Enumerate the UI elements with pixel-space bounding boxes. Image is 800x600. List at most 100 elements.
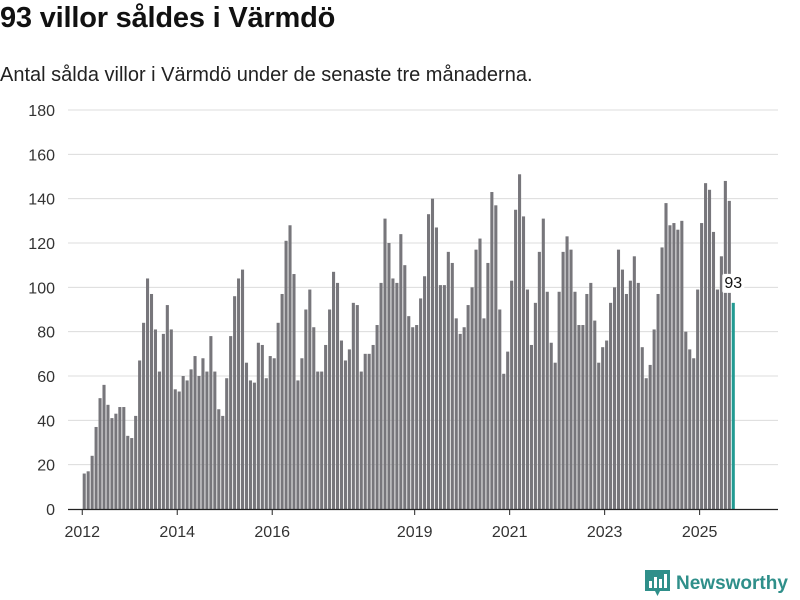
bar xyxy=(126,435,130,509)
bar xyxy=(122,407,126,509)
bar xyxy=(557,291,561,509)
bar xyxy=(233,296,237,509)
data-label-bg xyxy=(722,273,745,293)
bar xyxy=(114,413,118,509)
bar xyxy=(335,282,340,509)
bar xyxy=(569,249,573,509)
bar xyxy=(648,364,652,509)
bar xyxy=(221,415,225,509)
x-tick-label: 2014 xyxy=(159,524,195,541)
x-tick-label: 2019 xyxy=(397,524,433,541)
bar xyxy=(715,289,719,509)
brand-name: Newsworthy xyxy=(676,572,788,594)
bar xyxy=(82,473,86,509)
bar xyxy=(541,218,545,509)
bar xyxy=(252,382,256,509)
bar xyxy=(640,347,644,509)
bar xyxy=(343,360,347,509)
bar xyxy=(86,471,90,509)
bar xyxy=(533,302,537,509)
bar xyxy=(130,438,134,509)
bar xyxy=(490,192,494,509)
bar xyxy=(193,356,197,509)
bar xyxy=(537,251,541,509)
bar xyxy=(110,418,114,509)
y-tick-label: 40 xyxy=(37,413,55,430)
bar xyxy=(711,231,716,509)
y-tick-label: 0 xyxy=(46,502,55,519)
bar xyxy=(498,309,502,509)
bar xyxy=(624,293,628,509)
bar xyxy=(450,262,454,509)
bar xyxy=(458,333,462,509)
bar-latest xyxy=(731,302,735,509)
bar xyxy=(672,223,676,510)
bar xyxy=(240,269,245,509)
bar xyxy=(616,249,621,509)
bar xyxy=(300,358,304,509)
bar xyxy=(355,305,359,509)
bar xyxy=(146,278,150,509)
bar xyxy=(161,333,165,509)
bar xyxy=(142,322,146,509)
bar xyxy=(486,262,490,509)
bar xyxy=(549,342,553,509)
bar xyxy=(383,218,387,509)
bar xyxy=(613,287,617,509)
bar xyxy=(688,349,692,509)
bar xyxy=(700,223,704,510)
bar xyxy=(217,409,221,509)
bar xyxy=(118,407,122,509)
bar xyxy=(644,378,648,509)
bar xyxy=(581,325,585,509)
bar xyxy=(407,316,411,509)
bar xyxy=(446,251,450,509)
bar xyxy=(593,320,597,509)
y-tick-label: 20 xyxy=(37,458,55,475)
chart-subtitle: Antal sålda villor i Värmdö under de sen… xyxy=(0,64,533,86)
bar xyxy=(419,298,423,509)
bar-series xyxy=(82,174,735,510)
bar xyxy=(351,302,355,509)
bar xyxy=(652,329,656,509)
bar xyxy=(339,340,344,509)
bar xyxy=(565,236,569,509)
bar xyxy=(656,293,660,509)
bar xyxy=(506,351,510,509)
bar xyxy=(177,391,181,509)
bar xyxy=(320,371,324,509)
bar xyxy=(292,274,296,509)
bar xyxy=(185,380,189,509)
bar xyxy=(470,287,474,509)
bar xyxy=(696,289,700,509)
y-tick-label: 80 xyxy=(37,325,55,342)
bar xyxy=(589,282,593,509)
bar xyxy=(601,347,605,509)
bar xyxy=(229,336,233,509)
bar xyxy=(256,342,260,509)
bar xyxy=(98,398,102,509)
bar xyxy=(205,371,209,509)
bar xyxy=(704,183,708,509)
bar xyxy=(237,278,241,509)
y-tick-label: 120 xyxy=(28,236,55,253)
bar xyxy=(276,322,280,509)
bar xyxy=(727,200,731,509)
bar xyxy=(260,344,264,509)
bar xyxy=(324,344,328,509)
bar xyxy=(316,371,320,509)
bar xyxy=(518,174,522,509)
bar xyxy=(284,240,288,510)
bar xyxy=(268,356,272,509)
bar xyxy=(529,344,533,509)
bar xyxy=(213,371,217,509)
bar xyxy=(173,389,177,509)
bar xyxy=(312,327,316,509)
x-tick-label: 2025 xyxy=(682,524,718,541)
chart-title: 93 villor såldes i Värmdö xyxy=(0,2,336,34)
bar xyxy=(707,189,712,510)
bar xyxy=(332,271,336,509)
bar xyxy=(462,327,466,509)
bar xyxy=(628,280,632,509)
